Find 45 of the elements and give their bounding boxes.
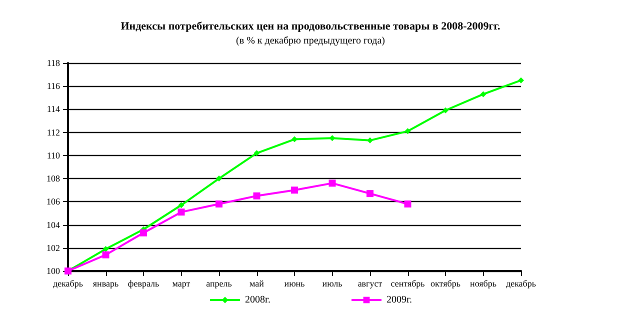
x-tick-label: январь (92, 278, 119, 288)
chart-subtitle: (в % к декабрю предыдущего года) (236, 36, 385, 46)
point (102, 251, 110, 258)
point (253, 192, 260, 200)
chart-title: Индексы потребительских цен на продовольственные товары в 2008-2009гг. (120, 20, 501, 32)
point (216, 200, 222, 208)
point (178, 208, 185, 216)
x-tick-label: декабрь (53, 278, 83, 288)
y-tick-label: 110 (46, 150, 60, 160)
point (442, 107, 448, 114)
y-tick-label: 114 (46, 104, 60, 114)
point (404, 200, 412, 208)
x-tick-label: март (172, 278, 190, 288)
point (367, 137, 373, 144)
x-tick-label: июнь (284, 278, 305, 288)
y-tick-label: 106 (46, 196, 60, 207)
x-tick-label: сентябрь (390, 278, 425, 288)
point (178, 202, 184, 208)
point (292, 136, 298, 142)
y-tick-label: 116 (46, 81, 60, 92)
legend-label: 2008г. (245, 294, 271, 306)
point (480, 91, 486, 98)
x-tick-label: октябрь (430, 278, 460, 288)
point (328, 180, 336, 187)
x-tick-label: декабрь (506, 278, 536, 288)
x-tick-label: апрель (206, 278, 232, 288)
y-tick-label: 104 (46, 220, 60, 230)
x-tick-label: февраль (128, 278, 160, 288)
point (518, 77, 524, 84)
y-tick-label: 102 (46, 242, 60, 253)
point (404, 128, 411, 134)
point (216, 176, 222, 182)
x-tick-label: ноябрь (470, 278, 496, 288)
y-tick-label: 112 (46, 127, 60, 138)
legend-label: 2009г. (386, 294, 412, 306)
point (140, 229, 147, 236)
y-tick-label: 100 (46, 266, 60, 276)
x-tick-label: май (250, 278, 264, 288)
point (254, 150, 260, 156)
x-tick-label: август (358, 278, 382, 288)
y-tick-label: 118 (46, 58, 60, 68)
point (366, 190, 374, 198)
y-tick-label: 108 (46, 174, 60, 184)
x-tick-label: июль (322, 278, 342, 288)
point (291, 186, 298, 194)
